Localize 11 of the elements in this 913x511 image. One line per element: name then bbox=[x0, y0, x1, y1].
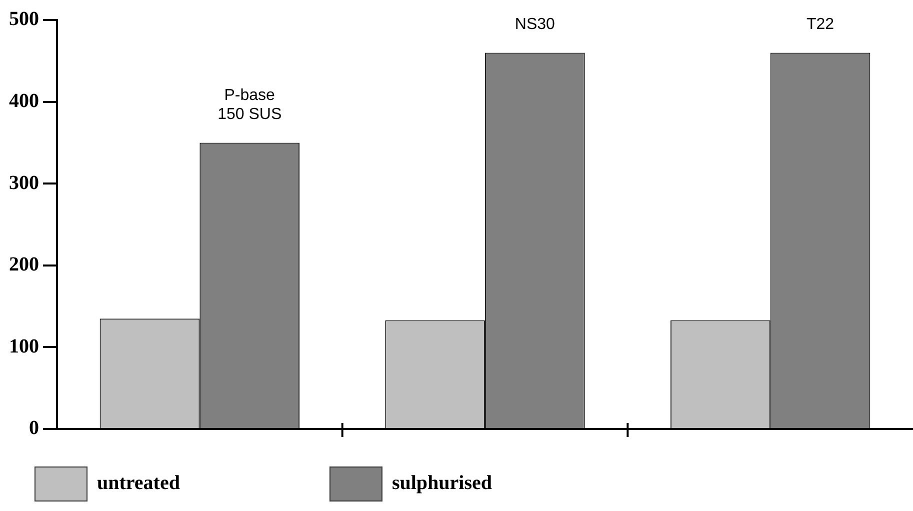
legend-label: untreated bbox=[97, 472, 300, 494]
y-tick-label: 300 bbox=[9, 172, 39, 194]
y-tick-label: 0 bbox=[29, 417, 39, 440]
x-tick-label: P-base 150 SUS bbox=[218, 87, 282, 124]
x-tick-label: NS30 bbox=[514, 16, 556, 34]
x-tick-label: T22 bbox=[806, 16, 834, 34]
y-tick-label: 200 bbox=[9, 254, 39, 276]
legend-label: sulphurised bbox=[392, 472, 612, 494]
y-tick-label: 400 bbox=[9, 90, 39, 112]
y-tick-label: 100 bbox=[9, 335, 39, 358]
y-tick-label: 500 bbox=[9, 8, 39, 30]
